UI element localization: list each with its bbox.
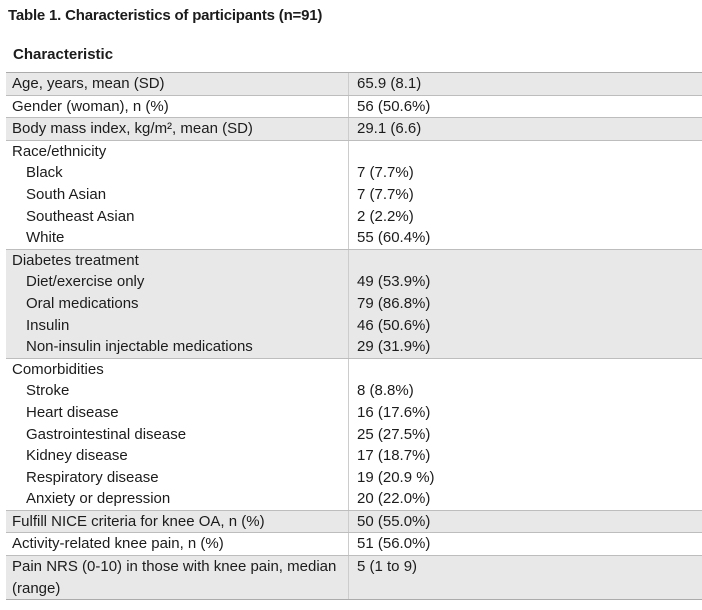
row-value: 7 (7.7%) <box>348 183 702 206</box>
row-value: 56 (50.6%) <box>348 95 702 118</box>
table-title: Table 1. Characteristics of participants… <box>8 7 323 24</box>
table-row: Respiratory disease 19 (20.9 %) <box>6 466 702 489</box>
row-value: 51 (56.0%) <box>348 533 702 556</box>
row-value: 19 (20.9 %) <box>348 466 702 489</box>
row-value: 20 (22.0%) <box>348 488 702 510</box>
row-value: 17 (18.7%) <box>348 445 702 467</box>
table-row: Gender (woman), n (%) 56 (50.6%) <box>6 94 702 118</box>
row-value: 29.1 (6.6) <box>348 118 702 140</box>
table-row: Kidney disease 17 (18.7%) <box>6 445 702 467</box>
table-row: White 55 (60.4%) <box>6 227 702 249</box>
row-value: 29 (31.9%) <box>348 336 702 358</box>
table-row: Fulfill NICE criteria for knee OA, n (%)… <box>6 509 702 533</box>
table-row: Heart disease 16 (17.6%) <box>6 401 702 424</box>
row-label: Stroke <box>26 382 70 400</box>
row-label: Comorbidities <box>12 360 104 378</box>
row-label: Kidney disease <box>26 447 128 465</box>
participants-table: Age, years, mean (SD) 65.9 (8.1) Gender (w… <box>6 72 702 601</box>
row-value: 8 (8.8%) <box>348 380 702 402</box>
row-value: 16 (17.6%) <box>348 401 702 424</box>
row-value <box>348 358 702 381</box>
column-header-characteristic: Characteristic <box>13 46 114 63</box>
row-value <box>348 249 702 272</box>
row-value <box>348 140 702 163</box>
row-label: Respiratory disease <box>26 468 159 486</box>
row-label: Age, years, mean (SD) <box>12 75 165 92</box>
row-label: Gender (woman), n (%) <box>12 97 169 115</box>
row-value: 7 (7.7%) <box>348 162 702 184</box>
table-row: Race/ethnicity <box>6 139 702 163</box>
table-row: Diabetes treatment <box>6 248 702 272</box>
row-label: Race/ethnicity <box>12 142 107 160</box>
row-value: 55 (60.4%) <box>348 227 702 249</box>
row-value: 46 (50.6%) <box>348 314 702 337</box>
table-row: Anxiety or depression 20 (22.0%) <box>6 488 702 510</box>
table-row: Body mass index, kg/m², mean (SD) 29.1 (6… <box>6 117 702 140</box>
table-row: Stroke 8 (8.8%) <box>6 380 702 402</box>
table-row: Gastrointestinal disease 25 (27.5%) <box>6 423 702 446</box>
table-row: South Asian 7 (7.7%) <box>6 183 702 206</box>
table-row: Insulin 46 (50.6%) <box>6 314 702 337</box>
row-label: Activity-related knee pain, n (%) <box>12 535 224 553</box>
row-value: 50 (55.0%) <box>348 510 702 533</box>
row-label: White <box>26 229 65 247</box>
row-label: Fulfill NICE criteria for knee OA, n (%) <box>12 512 265 530</box>
row-label: Southeast Asian <box>26 207 135 225</box>
row-label: Anxiety or depression <box>26 490 171 508</box>
table-row: Oral medications 79 (86.8%) <box>6 292 702 315</box>
row-label: Diet/exercise only <box>26 273 145 291</box>
row-value: 49 (53.9%) <box>348 271 702 293</box>
row-label: South Asian <box>26 185 107 203</box>
row-value: 79 (86.8%) <box>348 292 702 315</box>
row-label: Oral medications <box>26 294 139 312</box>
row-label: Black <box>26 164 63 182</box>
row-value: 65.9 (8.1) <box>348 73 702 95</box>
row-label: Pain NRS (0-10) in those with knee pain,… <box>12 558 337 597</box>
table-row: Age, years, mean (SD) 65.9 (8.1) <box>6 73 702 95</box>
table-row: Southeast Asian 2 (2.2%) <box>6 205 702 228</box>
table-row: Activity-related knee pain, n (%) 51 (56.… <box>6 532 702 556</box>
row-label: Insulin <box>26 316 70 334</box>
table-row: Pain NRS (0-10) in those with knee pain,… <box>6 555 702 600</box>
row-label: Non-insulin injectable medications <box>26 338 253 356</box>
row-value: 25 (27.5%) <box>348 423 702 446</box>
table-row: Black 7 (7.7%) <box>6 162 702 184</box>
document-page: Table 1. Characteristics of participants… <box>0 7 702 601</box>
row-label: Heart disease <box>26 403 119 421</box>
row-label: Body mass index, kg/m², mean (SD) <box>12 120 253 138</box>
row-value: 5 (1 to 9) <box>348 556 702 600</box>
row-value: 2 (2.2%) <box>348 205 702 228</box>
row-label: Gastrointestinal disease <box>26 425 187 443</box>
table-row: Comorbidities <box>6 357 702 381</box>
table-row: Non-insulin injectable medications 29 (31… <box>6 336 702 358</box>
row-label: Diabetes treatment <box>12 251 139 269</box>
table-row: Diet/exercise only 49 (53.9%) <box>6 271 702 293</box>
